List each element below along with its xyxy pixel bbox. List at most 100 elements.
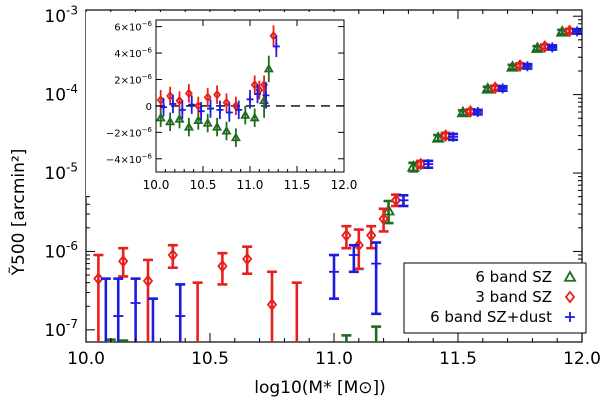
legend-box [403,262,587,334]
data-point-plus [398,195,409,206]
data-point-plus [448,131,459,142]
data-point-diamond [93,272,104,286]
legend: 6 band SZ 3 band SZ 6 band SZ+dust [403,262,587,334]
inset-data-point-plus [246,95,254,103]
inset-data-point-triangle [221,125,232,135]
main-series-layer [93,24,583,342]
data-point-plus [572,26,583,37]
inset-x-tick-label: 11.0 [237,178,264,192]
x-tick-label: 11.0 [315,349,353,369]
inset-data-point-plus [188,101,196,109]
inset-data-point-plus [169,100,177,108]
data-point-plus [497,83,508,94]
inset-data-point-diamond [250,79,259,90]
y-tick-label: 10-7 [44,317,78,341]
data-point-diamond [415,157,426,171]
main-ticks-layer: 10.0 10.5 11.0 11.5 12.0 10-7 10-6 10-5 10-4 10-3 [44,4,600,369]
y-tick-label: 10-4 [44,82,78,106]
inset-data-point-triangle [183,121,194,131]
data-point-plus [522,61,533,72]
inset-y-tick-label: 2×10−6 [114,73,152,87]
data-point-plus [423,159,434,170]
inset-data-point-diamond [269,30,278,41]
inset-data-point-triangle [249,112,260,122]
inset-ticks-layer: 10.0 10.5 11.0 11.5 12.0 −4×10−6 −2×10−6 0 2×10−… [106,20,358,192]
data-point-diamond [341,228,352,242]
inset-x-tick-label: 10.0 [143,178,170,192]
data-point-triangle [555,25,569,37]
legend-markers [563,270,577,322]
data-point-plus [371,258,382,269]
inset-data-point-triangle [165,116,176,126]
data-point-triangle [481,82,495,94]
inset-data-point-triangle [155,112,166,122]
inset-series-diamond [156,25,278,116]
inset-data-point-triangle [212,121,223,131]
data-point-diamond [167,248,178,262]
inset-data-point-diamond [156,95,165,105]
inset-data-point-plus [197,107,205,115]
data-point-triangle [506,60,520,72]
legend-label-3-band-sz: 3 band SZ [475,288,552,306]
data-point-plus [547,42,558,53]
legend-label-6-band-sz: 6 band SZ [475,268,552,286]
x-tick-label: 12.0 [563,349,600,369]
data-point-diamond [217,259,228,273]
inset-data-point-plus [254,90,262,98]
inset-data-point-triangle [263,63,274,73]
x-tick-label: 11.5 [439,349,477,369]
inset-data-point-plus [235,106,243,114]
inset-data-point-diamond [203,92,212,103]
series-plus [100,26,583,342]
data-point-diamond [142,274,154,288]
inset-x-tick-label: 11.5 [284,178,311,192]
inset-plot-background [86,12,358,196]
inset-data-point-diamond [194,100,203,111]
data-point-triangle [382,203,396,216]
inset-series-layer [155,25,280,147]
data-point-triangle [456,105,470,118]
data-point-diamond [118,254,129,268]
inset-data-point-plus [262,91,270,99]
inset-data-point-plus [225,109,233,117]
inset-data-point-triangle [240,109,251,119]
main-plot-panel: 10.0 10.5 11.0 11.5 12.0 10-7 10-6 10-5 10-4 10-3… [7,4,600,398]
y-tick-label: 10-5 [44,160,78,184]
inset-data-point-triangle [230,132,241,142]
inset-data-point-triangle [202,117,213,127]
inset-data-point-plus [272,42,280,50]
inset-data-point-diamond [213,89,222,100]
y-tick-label: 10-6 [44,239,78,263]
data-point-diamond [390,193,402,207]
data-point-plus [113,311,124,322]
data-point-diamond [353,238,364,252]
inset-data-point-diamond [184,88,193,99]
data-point-triangle [406,160,420,172]
inset-y-tick-label: −2×10−6 [106,126,153,140]
data-point-plus [175,311,186,322]
inset-data-point-plus [160,103,168,111]
x-tick-label: 10.5 [191,349,229,369]
data-point-diamond [366,228,377,242]
inset-data-point-triangle [174,113,185,123]
inset-x-tick-label: 12.0 [331,178,358,192]
x-tick-label: 10.0 [67,349,105,369]
data-point-plus [472,107,483,118]
y-tick-label: 10-3 [44,4,78,28]
inset-y-tick-label: 4×10−6 [114,47,152,61]
inset-y-tick-label: 0 [146,102,152,113]
inset-data-point-plus [207,105,215,113]
data-point-plus [329,266,339,277]
inset-data-point-diamond [166,91,175,101]
inset-y-tick-label: −4×10−6 [106,152,153,166]
data-point-plus [130,298,141,309]
inset-data-point-plus [178,106,186,114]
inset-plot-panel: 10.0 10.5 11.0 11.5 12.0 −4×10−6 −2×10−6 0 2×10−… [86,12,358,196]
legend-label-6-band-sz-dust: 6 band SZ+dust [430,308,552,326]
legend-marker-diamond [564,290,576,304]
inset-series-plus [160,35,280,122]
inset-data-point-diamond [175,95,184,106]
y-axis-title: Ỹ500 [arcmin²] [7,149,29,277]
data-point-plus [348,250,359,261]
